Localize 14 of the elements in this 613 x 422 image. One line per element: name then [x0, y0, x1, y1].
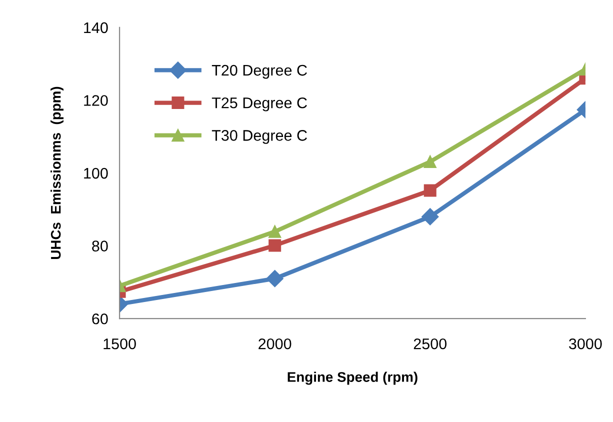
legend-label: T30 Degree C — [212, 130, 307, 144]
y-tick-label: 140 — [84, 22, 108, 34]
legend-label: T20 Degree C — [212, 64, 307, 79]
x-tick-label: 2000 — [258, 338, 292, 350]
legend-label: T25 Degree C — [212, 97, 307, 112]
x-axis-title: Engine Speed (rpm) — [288, 372, 418, 385]
x-tick-label: 1500 — [104, 338, 136, 350]
y-tick-label: 100 — [84, 168, 108, 179]
y-axis-title: UHCs Emissionms (ppm) — [50, 86, 64, 260]
x-tick-label: 2500 — [414, 338, 447, 350]
y-tick-label: 80 — [92, 240, 108, 252]
x-tick-label: 3000 — [569, 338, 602, 350]
y-tick-label: 60 — [92, 313, 108, 324]
y-tick-label: 120 — [84, 95, 108, 106]
